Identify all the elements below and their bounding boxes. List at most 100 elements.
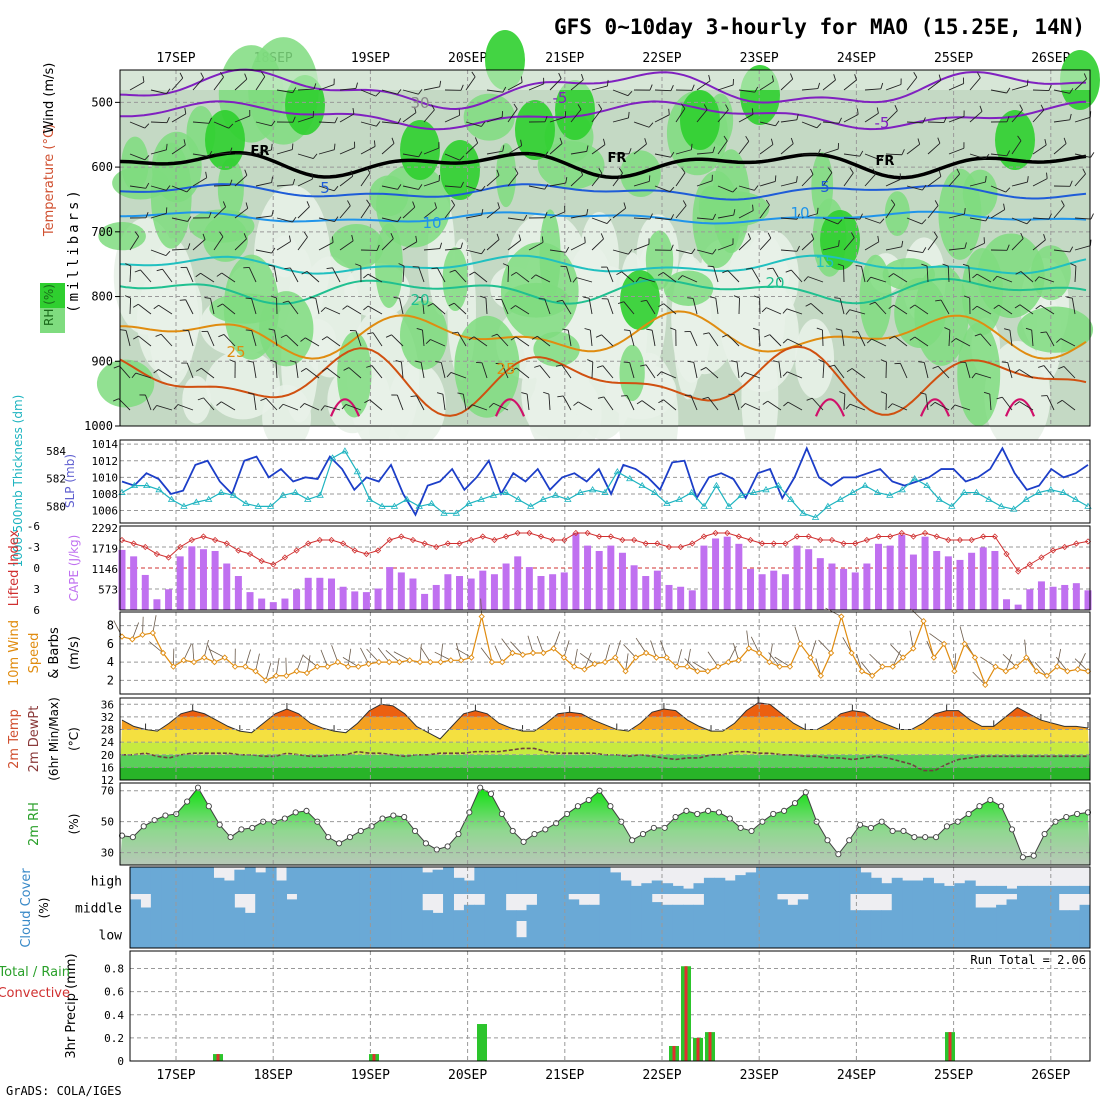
cloud-bar-middle xyxy=(1069,910,1081,921)
wind-barb xyxy=(222,201,227,208)
wind-barb xyxy=(1032,217,1049,220)
wind-barb xyxy=(846,368,853,373)
wind-barb xyxy=(940,299,950,315)
rh-tick-label: 30 xyxy=(101,847,114,860)
wind-barb xyxy=(1083,73,1087,80)
cloud-bar-high xyxy=(797,867,809,894)
wind-barb xyxy=(597,396,604,399)
wind-barb xyxy=(851,368,866,379)
wind-barb xyxy=(186,362,194,379)
temperature-band xyxy=(120,754,1090,768)
cloud-bar-low xyxy=(411,921,423,948)
wind-barb xyxy=(587,359,593,363)
precip-tick-label: 0.2 xyxy=(104,1032,124,1045)
wind-barb xyxy=(165,143,168,150)
cloud-bar-low xyxy=(338,921,350,948)
wind-barb xyxy=(1011,109,1023,123)
wind-barb xyxy=(874,301,887,315)
wind-barb xyxy=(626,395,635,411)
lifted-index-point xyxy=(491,536,498,544)
cape-bar xyxy=(223,563,231,610)
thickness-point xyxy=(551,491,560,498)
cloud-bar-high xyxy=(140,867,152,894)
rh-point xyxy=(639,831,647,838)
rh-shade-pale xyxy=(146,238,198,388)
wind-barb xyxy=(131,622,140,640)
wind-barb xyxy=(948,147,965,155)
cloud-bar-high xyxy=(943,885,955,894)
wind-barb xyxy=(869,653,883,667)
wind-barb xyxy=(1074,266,1077,283)
wind-barb xyxy=(579,652,595,665)
wind-barb xyxy=(217,303,223,308)
temperature-tick-label: 12 xyxy=(101,774,114,787)
wind-barb xyxy=(270,359,277,363)
wind-barb xyxy=(129,265,132,283)
cloud-bar-high xyxy=(599,867,611,894)
wind-barb xyxy=(1017,135,1022,142)
isotherm-contour xyxy=(119,151,1087,180)
thickness-point xyxy=(465,499,473,507)
wind-barb xyxy=(933,231,938,238)
cloud-bar-middle xyxy=(620,894,632,921)
lifted-index-point xyxy=(828,536,836,544)
wind-barb xyxy=(662,271,677,283)
wind-barb xyxy=(300,368,307,372)
slp-tick-label: 1012 xyxy=(92,455,119,468)
wind-barb xyxy=(486,207,500,219)
rh-shade-mid xyxy=(376,164,451,248)
thickness-tick-label: 582 xyxy=(46,473,66,486)
cloud-bar-low xyxy=(996,921,1008,948)
rh2m-unit: (%) xyxy=(67,814,81,835)
wind-barb xyxy=(603,396,614,411)
cape-bar xyxy=(141,574,149,610)
cloud-bar-high xyxy=(662,883,674,894)
wind-barb xyxy=(572,277,577,283)
wind-barb xyxy=(822,329,824,347)
wind-barb xyxy=(1070,263,1077,267)
cloud-bar-middle xyxy=(797,899,809,921)
cloud-bar-middle xyxy=(276,894,288,921)
cape-bar xyxy=(572,533,580,610)
rh-point xyxy=(911,834,918,841)
wind-barb xyxy=(480,185,486,192)
wind-barb xyxy=(780,249,797,252)
wind-barb xyxy=(268,264,275,267)
wind-barb xyxy=(786,308,803,315)
wind-barb xyxy=(431,104,435,111)
wind-barb xyxy=(502,86,507,93)
wind-barb xyxy=(600,233,604,240)
wind-barb xyxy=(119,365,131,379)
wind-barb xyxy=(1011,217,1028,225)
cloud-bar-high xyxy=(182,867,194,894)
wind-barb xyxy=(948,83,964,91)
wind-barb xyxy=(948,247,965,251)
wind-speed-point xyxy=(838,613,845,620)
wind-barb xyxy=(133,335,139,340)
wind-barb xyxy=(656,371,662,377)
wind-barb xyxy=(152,405,158,411)
precip-convective-bar xyxy=(372,1054,376,1061)
cloud-bar-high xyxy=(150,867,162,894)
isotherm-contour xyxy=(494,398,526,417)
wind-barb xyxy=(531,335,538,340)
isotherm-contour xyxy=(119,278,1087,305)
rh-tick-label: 50 xyxy=(101,816,114,829)
wind-barb xyxy=(318,217,335,223)
wind-speed-point xyxy=(509,649,516,657)
top-date-label: 25SEP xyxy=(934,51,973,66)
wind-speed-point xyxy=(982,681,989,689)
cloud-bar-low xyxy=(662,921,674,948)
cape-bar xyxy=(176,556,184,610)
lifted-index-point xyxy=(782,540,789,547)
wind-barb xyxy=(187,216,192,222)
cloud-bar-middle xyxy=(870,910,882,921)
cloud-bar-middle xyxy=(975,907,987,921)
wind-barb xyxy=(675,172,686,187)
wind-barb xyxy=(434,651,452,661)
cape-bar xyxy=(968,552,976,610)
lifted-index-point xyxy=(1073,540,1080,547)
wind-barb xyxy=(297,178,313,187)
lifted-index-point xyxy=(468,536,475,544)
wind-barb xyxy=(158,304,173,315)
